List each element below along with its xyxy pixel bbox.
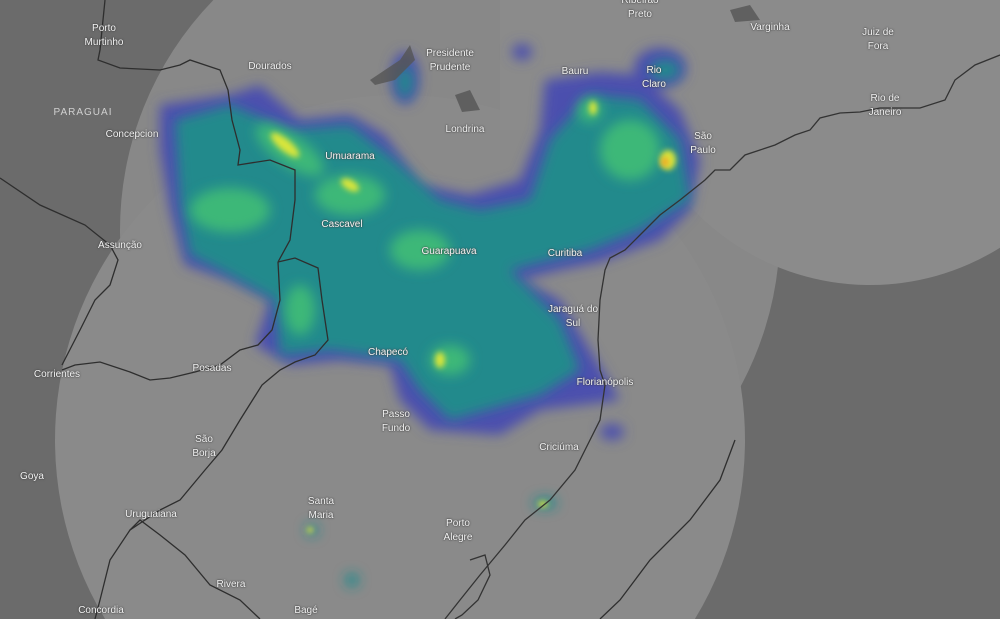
city-label-rio-claro[interactable]: Rio Claro — [642, 64, 666, 92]
city-name: Rivera — [216, 579, 246, 590]
city-name: Santa — [307, 496, 335, 507]
city-label-varginha[interactable]: Varginha — [750, 21, 789, 35]
city-label-rio-de-janeiro[interactable]: Rio de Janeiro — [869, 92, 902, 120]
city-name: São — [195, 434, 213, 445]
city-label-guarapuava[interactable]: Guarapuava — [421, 245, 476, 259]
city-name: Uruguaiana — [125, 509, 177, 520]
city-name: Fora — [867, 41, 889, 52]
city-name: Concepcion — [105, 129, 159, 140]
city-name: Bagé — [294, 605, 318, 616]
city-name: Presidente — [426, 48, 474, 59]
city-name: Posadas — [192, 363, 232, 374]
city-name: Janeiro — [868, 107, 902, 118]
city-label-rivera[interactable]: Rivera — [217, 578, 246, 592]
city-name: Borja — [192, 448, 216, 459]
city-label-londrina[interactable]: Londrina — [446, 123, 485, 137]
city-label-concepcion[interactable]: Concepcion — [106, 128, 159, 142]
city-name: Londrina — [445, 124, 485, 135]
rain-extreme — [661, 157, 669, 167]
city-label-dourados[interactable]: Dourados — [248, 60, 291, 74]
city-label-concordia[interactable]: Concordia — [78, 604, 124, 618]
city-name: Jaraguá do — [547, 304, 599, 315]
city-name: Ribeirão — [621, 0, 659, 6]
city-label-porto-alegre[interactable]: Porto Alegre — [444, 517, 473, 545]
city-name: Guarapuava — [421, 246, 477, 257]
city-label-juiz-de-fora[interactable]: Juiz de Fora — [862, 26, 894, 54]
city-label-sao-paulo[interactable]: São Paulo — [690, 130, 716, 158]
lakes — [370, 5, 760, 112]
city-name: Criciúma — [539, 442, 579, 453]
city-label-corrientes[interactable]: Corrientes — [34, 368, 80, 382]
city-name: Concordia — [78, 605, 124, 616]
city-label-porto-murtinho[interactable]: Porto Murtinho — [85, 22, 124, 50]
borders — [0, 0, 736, 619]
city-label-presidente-prudente[interactable]: Presidente Prudente — [426, 47, 474, 75]
city-name: Umuarama — [325, 151, 375, 162]
city-label-assuncao[interactable]: Assunção — [98, 239, 142, 253]
city-name: Assunção — [98, 240, 142, 251]
city-name: Maria — [308, 510, 334, 521]
city-label-uruguaiana[interactable]: Uruguaiana — [125, 508, 177, 522]
city-name: Fundo — [381, 423, 411, 434]
city-name: Juiz de — [862, 27, 894, 38]
city-label-goya[interactable]: Goya — [20, 470, 44, 484]
city-name: Rio de — [870, 93, 900, 104]
city-label-jaragua-do-sul[interactable]: Jaraguá do Sul — [548, 303, 598, 331]
city-name: Florianópolis — [576, 377, 634, 388]
city-name: Dourados — [248, 61, 292, 72]
city-name: Corrientes — [33, 369, 81, 380]
city-name: Prudente — [429, 62, 471, 73]
rain-layer — [160, 44, 700, 587]
city-name: Passo — [382, 409, 410, 420]
city-name: Curitiba — [547, 248, 583, 259]
city-label-curitiba[interactable]: Curitiba — [548, 247, 582, 261]
city-name: Claro — [642, 79, 666, 90]
city-label-posadas[interactable]: Posadas — [193, 362, 232, 376]
city-label-cascavel[interactable]: Cascavel — [321, 218, 362, 232]
city-label-sao-borja[interactable]: São Borja — [192, 433, 215, 461]
coastline — [444, 54, 1000, 619]
city-name: Porto — [92, 23, 116, 34]
city-label-umuarama[interactable]: Umuarama — [325, 150, 374, 164]
country-label-paraguai: PARAGUAI — [53, 107, 113, 118]
city-name: Sul — [565, 318, 581, 329]
city-name: Chapecó — [367, 347, 409, 358]
city-name: Cascavel — [321, 219, 363, 230]
city-label-bauru[interactable]: Bauru — [562, 65, 589, 79]
city-label-passo-fundo[interactable]: Passo Fundo — [382, 408, 410, 436]
city-label-chapeco[interactable]: Chapecó — [368, 346, 408, 360]
city-name: Goya — [20, 471, 44, 482]
city-name: Rio — [646, 65, 662, 76]
city-name: Bauru — [561, 66, 589, 77]
city-name: São — [694, 131, 712, 142]
city-label-santa-maria[interactable]: Santa Maria — [308, 495, 334, 523]
city-name: Alegre — [443, 532, 473, 543]
city-name: Porto — [446, 518, 470, 529]
city-label-bage[interactable]: Bagé — [294, 604, 317, 618]
city-name: Paulo — [690, 145, 716, 156]
city-name: Preto — [628, 9, 652, 20]
city-name: Murtinho — [84, 37, 124, 48]
city-label-florianopolis[interactable]: Florianópolis — [577, 376, 634, 390]
city-name: Varginha — [750, 22, 790, 33]
city-label-ribeirao-preto[interactable]: Ribeirão Preto — [621, 0, 658, 22]
city-label-criciuma[interactable]: Criciúma — [539, 441, 578, 455]
